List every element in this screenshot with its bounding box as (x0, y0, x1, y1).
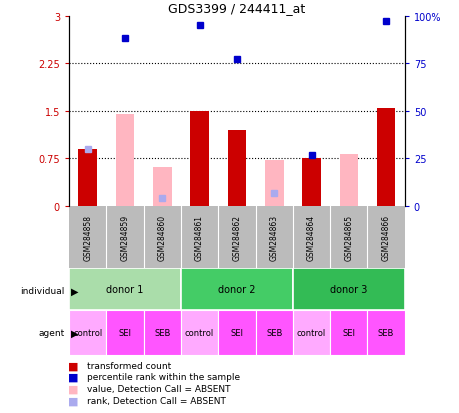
Title: GDS3399 / 244411_at: GDS3399 / 244411_at (168, 2, 305, 15)
Bar (69, 310, 106, 355)
Bar (302, 159, 320, 206)
Bar (218, 310, 255, 355)
Text: SEB: SEB (377, 328, 393, 337)
Bar (339, 154, 358, 206)
Text: control: control (296, 328, 325, 337)
Bar (227, 131, 246, 206)
Bar (180, 268, 292, 310)
Text: GSM284859: GSM284859 (120, 214, 129, 261)
Text: GSM284860: GSM284860 (157, 214, 167, 261)
Text: GSM284858: GSM284858 (83, 214, 92, 261)
Text: SEI: SEI (118, 328, 131, 337)
Bar (367, 310, 404, 355)
Text: agent: agent (38, 328, 64, 337)
Text: ▶: ▶ (71, 286, 78, 296)
Bar (255, 310, 292, 355)
Text: ■: ■ (68, 384, 78, 394)
Bar (115, 115, 134, 206)
Text: donor 3: donor 3 (330, 284, 367, 294)
Text: donor 1: donor 1 (106, 284, 143, 294)
Text: GSM284866: GSM284866 (381, 214, 390, 261)
Text: SEI: SEI (230, 328, 243, 337)
Text: transformed count: transformed count (87, 361, 171, 370)
Bar (376, 108, 395, 206)
Bar (153, 167, 171, 206)
Text: control: control (185, 328, 214, 337)
Text: GSM284862: GSM284862 (232, 214, 241, 261)
Text: GSM284863: GSM284863 (269, 214, 278, 261)
Text: GSM284861: GSM284861 (195, 214, 204, 261)
Text: value, Detection Call = ABSENT: value, Detection Call = ABSENT (87, 384, 230, 393)
Bar (106, 310, 143, 355)
Bar (190, 112, 208, 206)
Text: SEB: SEB (265, 328, 282, 337)
Bar (78, 150, 97, 206)
Text: control: control (73, 328, 102, 337)
Bar (69, 268, 180, 310)
Bar (292, 268, 404, 310)
Text: rank, Detection Call = ABSENT: rank, Detection Call = ABSENT (87, 396, 226, 405)
Text: ■: ■ (68, 395, 78, 405)
Text: GSM284864: GSM284864 (306, 214, 315, 261)
Text: ▶: ▶ (71, 328, 78, 337)
Bar (292, 310, 330, 355)
Text: percentile rank within the sample: percentile rank within the sample (87, 373, 240, 382)
Text: GSM284865: GSM284865 (344, 214, 353, 261)
Text: SEB: SEB (154, 328, 170, 337)
Bar (264, 161, 283, 206)
Text: ■: ■ (68, 372, 78, 382)
Text: ■: ■ (68, 361, 78, 370)
Bar (143, 310, 180, 355)
Bar (180, 310, 218, 355)
Bar (330, 310, 367, 355)
Text: SEI: SEI (341, 328, 354, 337)
Text: individual: individual (20, 287, 64, 296)
Text: donor 2: donor 2 (218, 284, 255, 294)
Bar (78, 150, 97, 206)
